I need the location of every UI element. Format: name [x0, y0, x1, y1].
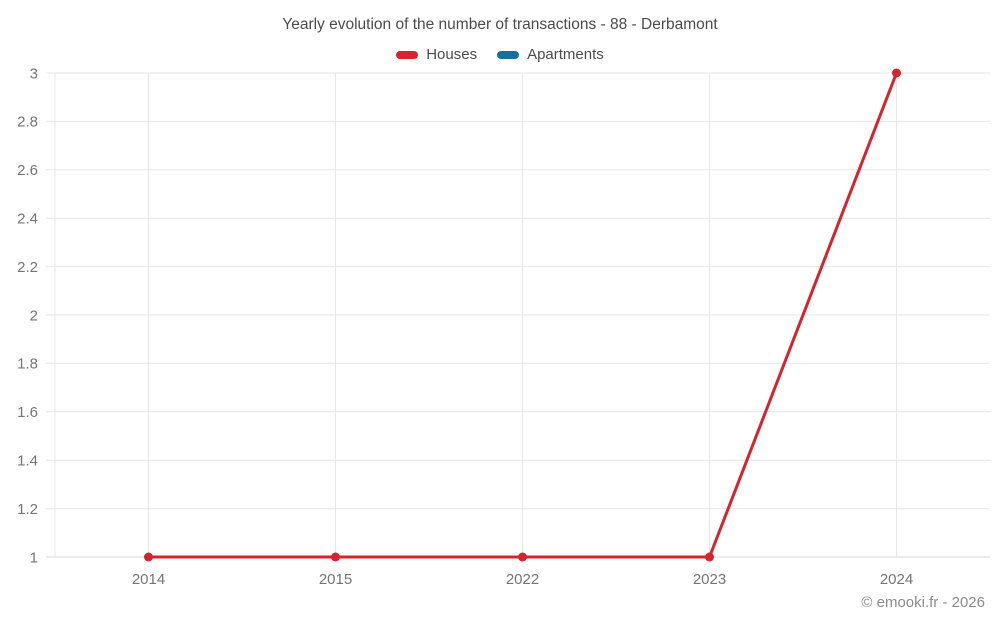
y-axis-tick-label: 1	[30, 549, 38, 566]
y-axis-tick-label: 2.8	[17, 114, 38, 131]
houses-legend-swatch	[396, 50, 419, 59]
houses-data-point[interactable]	[331, 552, 340, 562]
legend-item-houses[interactable]: Houses	[396, 46, 477, 63]
x-axis-tick-label: 2022	[506, 571, 539, 588]
y-axis-tick-label: 1.6	[17, 404, 38, 421]
legend-item-apartments[interactable]: Apartments	[497, 46, 604, 63]
chart-title: Yearly evolution of the number of transa…	[282, 16, 718, 33]
houses-data-point[interactable]	[892, 68, 901, 78]
apartments-legend-label: Apartments	[527, 46, 604, 63]
houses-data-point[interactable]	[144, 552, 153, 562]
x-axis-tick-label: 2023	[693, 571, 726, 588]
x-axis-tick-label: 2015	[319, 571, 352, 588]
y-axis-tick-label: 2.2	[17, 259, 38, 276]
y-axis-tick-label: 1.8	[17, 356, 38, 373]
chart-legend: Houses Apartments	[0, 46, 1000, 63]
y-axis-tick-label: 2.4	[17, 210, 38, 227]
y-axis-tick-label: 1.2	[17, 501, 38, 518]
houses-data-point[interactable]	[705, 552, 714, 562]
x-axis-tick-label: 2014	[132, 571, 165, 588]
watermark: © emooki.fr - 2026	[861, 594, 985, 611]
y-axis-tick-label: 3	[30, 65, 38, 82]
y-axis-tick-label: 2.6	[17, 162, 38, 179]
houses-legend-label: Houses	[426, 46, 478, 63]
y-axis-tick-label: 1.4	[17, 452, 38, 469]
houses-data-point[interactable]	[518, 552, 527, 562]
x-axis-tick-label: 2024	[880, 571, 913, 588]
y-axis-tick-label: 2	[30, 307, 38, 324]
apartments-legend-swatch	[497, 50, 520, 59]
